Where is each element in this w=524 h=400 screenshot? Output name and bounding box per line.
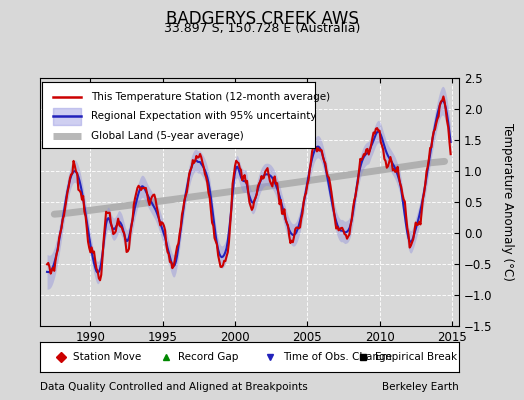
Text: Regional Expectation with 95% uncertainty: Regional Expectation with 95% uncertaint…: [92, 111, 317, 121]
Text: This Temperature Station (12-month average): This Temperature Station (12-month avera…: [92, 92, 331, 102]
Text: Time of Obs. Change: Time of Obs. Change: [283, 352, 392, 362]
Text: Data Quality Controlled and Aligned at Breakpoints: Data Quality Controlled and Aligned at B…: [40, 382, 308, 392]
Text: 33.897 S, 150.728 E (Australia): 33.897 S, 150.728 E (Australia): [164, 22, 360, 35]
Text: Berkeley Earth: Berkeley Earth: [383, 382, 459, 392]
Y-axis label: Temperature Anomaly (°C): Temperature Anomaly (°C): [501, 123, 514, 281]
Text: BADGERYS CREEK AWS: BADGERYS CREEK AWS: [166, 10, 358, 28]
Text: Station Move: Station Move: [73, 352, 141, 362]
Text: Record Gap: Record Gap: [178, 352, 238, 362]
Text: Global Land (5-year average): Global Land (5-year average): [92, 131, 244, 141]
Text: Empirical Break: Empirical Break: [375, 352, 457, 362]
